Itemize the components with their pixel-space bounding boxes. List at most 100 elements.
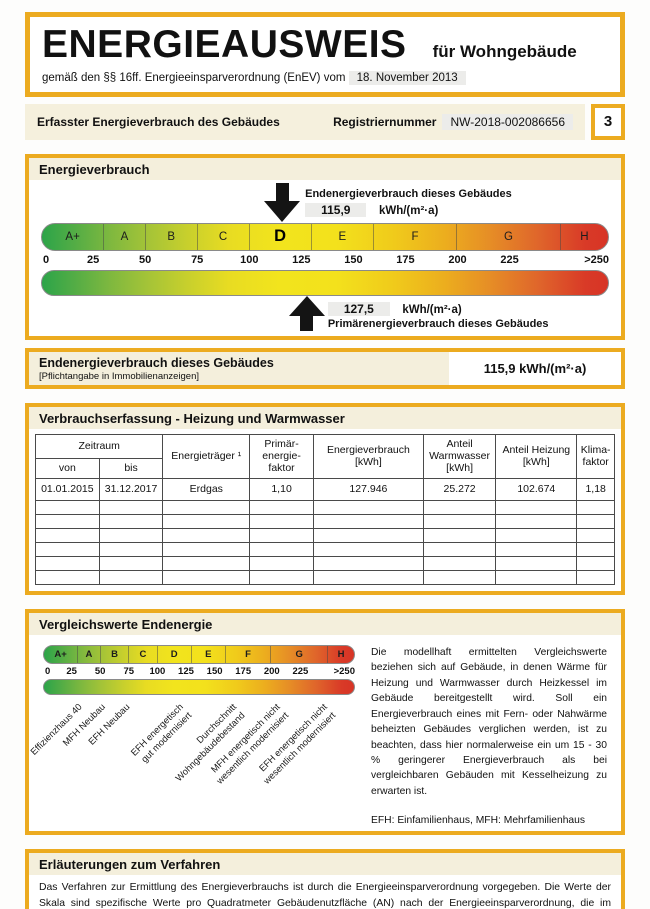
tick-label: 75 [123, 665, 135, 677]
page-number: 3 [591, 103, 625, 140]
col-header-primaerenergiefaktor: Primär- energie- faktor [249, 433, 314, 479]
table-row: 01.01.2015 31.12.2017 Erdgas 1,10 127.94… [35, 477, 615, 501]
scale-segment: F [374, 223, 458, 250]
tick-label: 150 [206, 665, 223, 677]
scale-segment: C [129, 645, 158, 663]
verbrauchserfassung-section: Verbrauchserfassung - Heizung und Warmwa… [25, 402, 625, 595]
cell-warmwasser: 25.272 [422, 477, 497, 501]
tick-label: 225 [292, 665, 309, 677]
section-label: Erfasster Energieverbrauch des Gebäudes [37, 114, 280, 129]
tick-label: 0 [43, 253, 50, 266]
col-header-von: von [35, 457, 100, 479]
registration-label: Registriernummer [333, 114, 437, 129]
tick-label: 0 [45, 665, 51, 677]
law-reference: gemäß den §§ 16ff. Energieeinsparverordn… [42, 71, 346, 84]
end-energy-value: 115,9 [305, 202, 367, 217]
scale-segment: H [337, 648, 345, 660]
col-header-anteil-heizung: Anteil Heizung [kWh] [495, 433, 578, 479]
tick-label: >250 [333, 665, 355, 677]
scale-segment: A [78, 645, 101, 663]
cell-von: 01.01.2015 [35, 477, 100, 501]
banner-title: Endenergieverbrauch dieses Gebäudes [39, 355, 274, 370]
cell-klima: 1,18 [576, 477, 615, 501]
energy-class-scale: A+ A B C D E F G H [41, 222, 609, 251]
law-date: 18. November 2013 [348, 70, 466, 85]
energieverbrauch-section: Energieverbrauch Endenergieverbrauch die… [25, 153, 625, 340]
erlaeuterungen-section: Erläuterungen zum Verfahren Das Verfahre… [25, 848, 625, 909]
tick-label: 100 [240, 253, 259, 266]
tick-label: 150 [344, 253, 363, 266]
section-title-energieverbrauch: Energieverbrauch [29, 157, 621, 180]
cell-pef: 1,10 [249, 477, 314, 501]
method-explanation: Das Verfahren zur Ermittlung des Energie… [39, 881, 611, 909]
vergleichswerte-section: Vergleichswerte Endenergie A+ A B C D E … [25, 608, 625, 835]
gradient-scale [41, 269, 609, 296]
tick-label: 225 [500, 253, 519, 266]
endenergie-banner: Endenergieverbrauch dieses Gebäudes [Pfl… [25, 347, 625, 389]
comparison-gradient-scale [43, 678, 355, 695]
banner-subtitle: [Pflichtangabe in Immobilienanzeigen] [39, 370, 200, 382]
tick-label: 50 [94, 665, 106, 677]
col-header-bis: bis [98, 457, 164, 479]
scale-segment: C [198, 223, 250, 250]
scale-segment: B [101, 645, 130, 663]
scale-segment: H [580, 230, 589, 243]
header-box: ENERGIEAUSWEIS für Wohngebäude gemäß den… [25, 12, 625, 97]
scale-segment: B [146, 223, 198, 250]
scale-segment: E [192, 645, 226, 663]
tick-label: 175 [235, 665, 252, 677]
end-energy-banner-value: 115,9 kWh/(m²·a) [449, 351, 621, 385]
page-subtitle: für Wohngebäude [432, 42, 577, 61]
tick-label: 25 [66, 665, 77, 677]
scale-segment: A [104, 223, 146, 250]
tick-label: >250 [584, 253, 609, 266]
tick-label: 50 [138, 253, 152, 266]
scale-ticks: 0 25 50 75 100 125 150 175 200 225 >250 [41, 253, 609, 270]
col-header-energieverbrauch: Energieverbrauch [kWh] [312, 433, 424, 479]
col-header-klimafaktor: Klima- faktor [576, 433, 615, 479]
end-energy-label: Endenergieverbrauch dieses Gebäudes [305, 187, 512, 200]
end-energy-annotation: Endenergieverbrauch dieses Gebäudes 115,… [41, 182, 609, 223]
scale-segment: A+ [44, 645, 79, 663]
empty-table-row [35, 527, 615, 543]
scale-segment: D [158, 645, 192, 663]
registration-number: NW-2018-002086656 [442, 113, 573, 130]
primary-energy-annotation: 127,5 kWh/(m²·a) Primärenergieverbrauch … [41, 296, 609, 334]
empty-table-row [35, 569, 615, 585]
cell-energietraeger: Erdgas [162, 477, 251, 501]
section-title-vergleichswerte: Vergleichswerte Endenergie [29, 612, 621, 635]
col-header-energietraeger: Energieträger ¹ [162, 433, 251, 479]
comparison-labels: Effizienzhaus 40 MFH Neubau EFH Neubau E… [28, 695, 355, 807]
primary-energy-value: 127,5 [327, 301, 390, 316]
scale-segment: F [226, 645, 272, 663]
cell-verbrauch: 127.946 [312, 477, 424, 501]
scale-segment: G [457, 223, 561, 250]
tick-label: 100 [149, 665, 166, 677]
empty-table-row [35, 541, 615, 557]
end-energy-arrow-icon [264, 183, 300, 222]
comparison-class-scale: A+ A B C D E F G H [43, 644, 355, 664]
section-title-erlaeuterungen: Erläuterungen zum Verfahren [29, 852, 621, 875]
scale-segment-current: D [250, 223, 312, 250]
tick-label: 125 [178, 665, 194, 677]
primary-energy-label: Primärenergieverbrauch dieses Gebäudes [327, 317, 549, 330]
comparison-scale-ticks: 0 25 50 75 100 125 150 175 200 225 >250 [43, 665, 355, 678]
scale-segment: E [312, 223, 375, 250]
tick-label: 75 [191, 253, 204, 266]
abbreviation-note: EFH: Einfamilienhaus, MFH: Mehrfamilienh… [371, 815, 586, 827]
tick-label: 200 [448, 253, 467, 266]
empty-table-row [35, 513, 615, 529]
tick-label: 200 [263, 665, 280, 677]
cell-heizung: 102.674 [495, 477, 578, 501]
scale-segment: G [271, 645, 329, 663]
empty-table-row [35, 555, 615, 571]
section-title-verbrauchserfassung: Verbrauchserfassung - Heizung und Warmwa… [29, 406, 621, 429]
tick-label: 25 [86, 253, 100, 266]
consumption-table: Zeitraum Energieträger ¹ Primär- energie… [34, 433, 615, 585]
col-header-zeitraum: Zeitraum [34, 433, 164, 459]
page-title: ENERGIEAUSWEIS [42, 23, 407, 66]
primary-energy-arrow-icon [289, 296, 325, 331]
comparison-explanation: Die modellhaft ermittelten Vergleichswer… [371, 646, 607, 797]
primary-energy-unit: kWh/(m²·a) [402, 303, 462, 316]
